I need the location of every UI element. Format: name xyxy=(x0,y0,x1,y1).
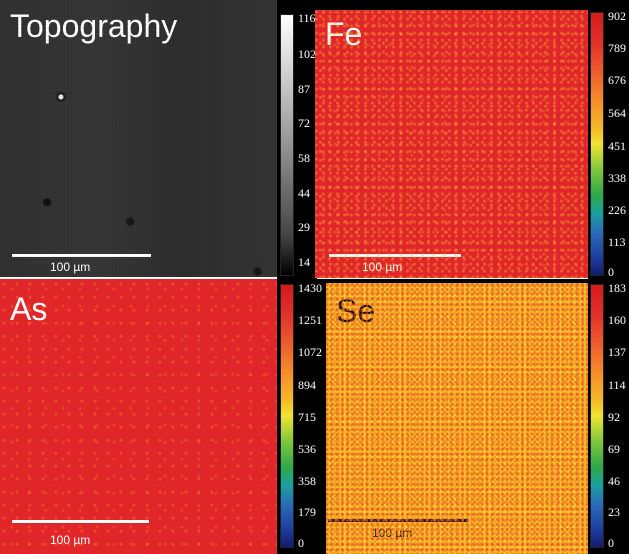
cbar-tick: 1430 xyxy=(298,281,322,295)
se-top-strip xyxy=(326,279,588,283)
panel-label-fe: Fe xyxy=(325,16,363,52)
cbar-tick: 113 xyxy=(608,235,626,249)
cbar-tick: 179 xyxy=(298,505,316,519)
scale-bar-as xyxy=(12,520,149,523)
cbar-tick: 137 xyxy=(608,345,626,359)
cbar-tick: 902 xyxy=(608,9,626,23)
cbar-tick: 0 xyxy=(608,265,614,279)
cbar-tick: 14 xyxy=(298,255,310,269)
cbar-tick: 23 xyxy=(608,505,620,519)
cbar-tick: 1251 xyxy=(298,313,322,327)
cbar-tick: 536 xyxy=(298,442,316,456)
cbar-tick: 676 xyxy=(608,73,626,87)
cbar-tick: 564 xyxy=(608,106,626,120)
scale-label-as: 100 µm xyxy=(50,533,91,547)
scale-label-topography: 100 µm xyxy=(50,260,91,274)
cbar-tick: 226 xyxy=(608,203,626,217)
scale-bar-fe xyxy=(329,254,461,257)
se-map: Se 100 µm xyxy=(326,283,588,554)
cbar-tick: 46 xyxy=(608,474,620,488)
cbar-tick: 160 xyxy=(608,313,626,327)
as-colorbar-ramp xyxy=(280,284,294,548)
cbar-tick: 116 xyxy=(298,11,316,25)
cbar-tick: 58 xyxy=(298,151,310,165)
cbar-tick: 0 xyxy=(298,536,304,550)
cbar-tick: 29 xyxy=(298,220,310,234)
topography-colorbar-ramp xyxy=(280,14,294,276)
cbar-tick: 183 xyxy=(608,281,626,295)
cbar-tick: 0 xyxy=(608,536,614,550)
cbar-tick: 789 xyxy=(608,41,626,55)
cbar-tick: 358 xyxy=(298,474,316,488)
as-map: As 100 µm xyxy=(0,279,277,554)
fe-colorbar-ramp xyxy=(590,12,604,276)
fe-colorbar: 902 789 676 564 451 338 226 113 0 xyxy=(590,9,628,279)
scale-label-fe: 100 µm xyxy=(362,260,403,274)
cbar-tick: 44 xyxy=(298,186,310,200)
fe-map: Fe 100 µm xyxy=(315,10,588,278)
panel-label-as: As xyxy=(10,291,48,327)
cbar-tick: 338 xyxy=(608,171,626,185)
cbar-tick: 69 xyxy=(608,442,620,456)
cbar-tick: 114 xyxy=(608,378,626,392)
cbar-tick: 1072 xyxy=(298,345,322,359)
cbar-tick: 451 xyxy=(608,139,626,153)
scale-bar-se xyxy=(328,519,468,522)
se-colorbar: 183 160 137 114 92 69 46 23 0 xyxy=(590,281,628,550)
as-colorbar: 1430 1251 1072 894 715 536 358 179 0 xyxy=(280,281,325,550)
topography-colorbar: 116 102 87 72 58 44 29 14 xyxy=(280,11,316,276)
fe-top-strip xyxy=(315,0,588,10)
cbar-tick: 87 xyxy=(298,82,310,96)
cbar-tick: 72 xyxy=(298,116,310,130)
panel-label-topography: Topography xyxy=(10,8,178,44)
cbar-tick: 102 xyxy=(298,47,316,61)
se-colorbar-ramp xyxy=(590,284,604,548)
cbar-tick: 894 xyxy=(298,378,316,392)
topography-map: Topography 100 µm xyxy=(0,0,277,277)
scale-label-se: 100 µm xyxy=(372,526,413,540)
cbar-tick: 92 xyxy=(608,410,620,424)
cbar-tick: 715 xyxy=(298,410,316,424)
panel-label-se: Se xyxy=(336,293,376,329)
scale-bar-topography xyxy=(12,254,151,257)
